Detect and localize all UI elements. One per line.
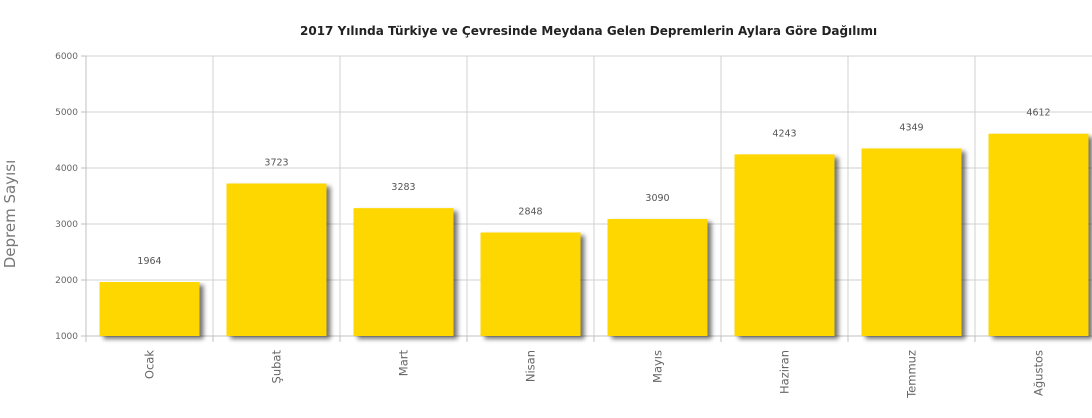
bar-nisan [480,232,581,336]
y-tick-label: 3000 [55,220,78,230]
bar-haziran [734,154,835,336]
x-tick-labels: Ocak Şubat Mart Nisan Mayıs Haziran Temmuz Ağus… [143,350,1046,399]
data-labels: 1964 3723 3283 2848 3090 4243 4349 4612 [137,108,1050,267]
bar-mayıs [607,218,708,336]
y-tick-label: 5000 [55,108,78,118]
x-tick-label: Mart [397,350,411,377]
chart-title: 2017 Yılında Türkiye ve Çevresinde Meyda… [300,24,878,38]
bar-mart [353,208,454,336]
x-tick-label: Mayıs [651,350,665,383]
bar-şubat [226,183,327,336]
x-tick-label: Şubat [270,350,284,384]
bar-ocak [99,282,200,336]
data-label: 3283 [391,182,415,193]
data-label: 4243 [772,128,796,139]
bars [99,133,1089,336]
y-tick-label: 2000 [55,276,78,286]
x-tick-label: Haziran [778,350,792,394]
x-tick-label: Ağustos [1032,350,1046,396]
x-tick-label: Nisan [524,350,538,382]
y-tick-label: 4000 [55,164,78,174]
y-tick-labels: 1000 2000 3000 4000 5000 6000 [55,52,78,342]
data-label: 3090 [645,193,669,204]
x-tick-label: Temmuz [905,350,919,399]
data-label: 2848 [518,207,542,218]
bar-ağustos [988,133,1089,336]
data-label: 3723 [264,158,288,169]
x-tick-label: Ocak [143,350,157,379]
bar-temmuz [861,148,962,336]
data-label: 1964 [137,256,161,267]
y-tick-label: 6000 [55,52,78,62]
data-label: 4612 [1026,108,1050,119]
data-label: 4349 [899,122,923,133]
y-tick-label: 1000 [55,332,78,342]
